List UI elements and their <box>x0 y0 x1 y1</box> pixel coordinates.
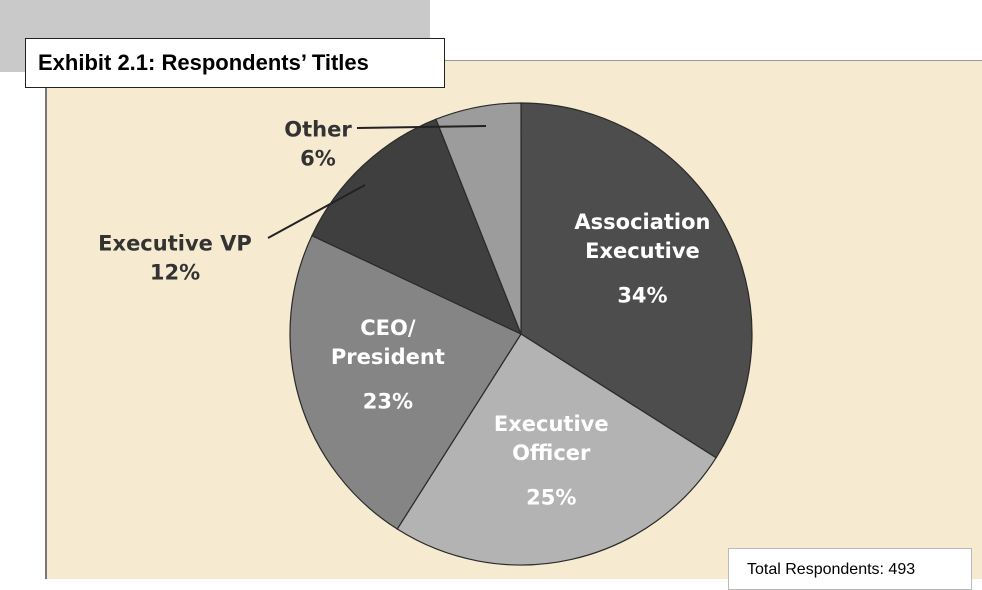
note: Total Respondents: 493 <box>728 548 972 590</box>
pie-slice <box>311 118 523 336</box>
pie-slice <box>396 333 717 566</box>
chart-title: Exhibit 2.1: Respondents’ Titles <box>25 38 445 88</box>
slice-value: 34% <box>617 283 668 308</box>
leader-line <box>356 125 487 129</box>
leader-line <box>267 184 366 239</box>
slice-label: Executive Officer <box>493 412 609 466</box>
slice-label: Association Executive <box>574 210 711 264</box>
slice-label: Other <box>284 117 352 142</box>
slice-value: 6% <box>300 146 336 171</box>
pie-slice <box>435 102 522 335</box>
slice-label: Executive VP <box>98 231 252 256</box>
slice-value: 12% <box>149 260 201 285</box>
slice-value: 23% <box>362 389 414 414</box>
slice-value: 25% <box>526 485 577 510</box>
pie-slice <box>289 234 522 530</box>
pie-slice <box>520 102 753 459</box>
slice-label: CEO/ President <box>330 315 445 369</box>
